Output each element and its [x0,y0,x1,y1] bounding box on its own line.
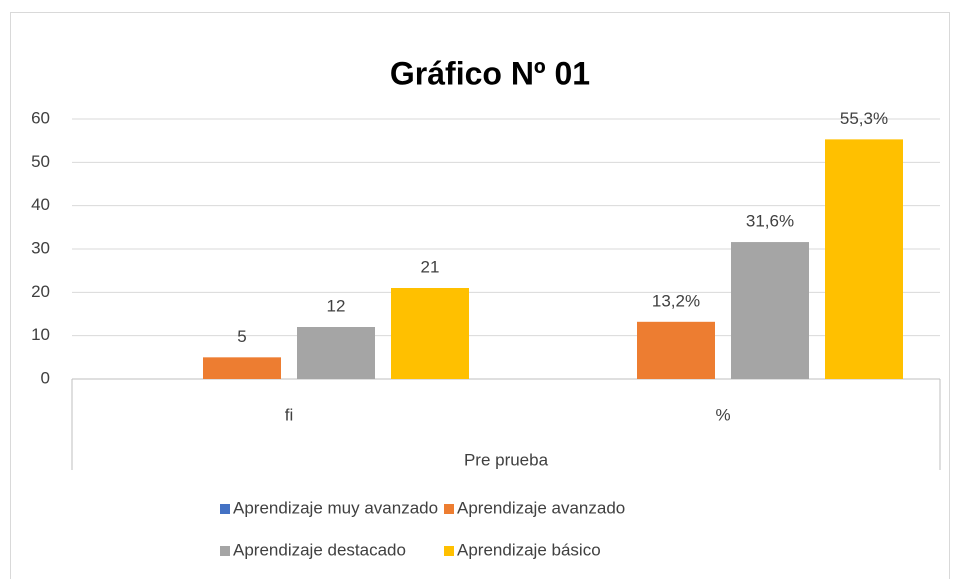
legend-swatch [444,546,454,556]
x-axis-label: Pre prueba [464,450,549,469]
x-tick-label: % [715,405,730,424]
bar [297,327,375,379]
legend-swatch [220,546,230,556]
legend-swatch [220,504,230,514]
legend-swatch [444,504,454,514]
y-tick-label: 40 [31,195,50,214]
bar [731,242,809,379]
legend-label: Aprendizaje muy avanzado [233,498,438,517]
value-label: 5 [237,327,246,346]
value-label: 21 [421,257,440,276]
bar [825,139,903,379]
y-tick-label: 20 [31,282,50,301]
legend-label: Aprendizaje destacado [233,540,406,559]
chart-title: Gráfico Nº 01 [390,55,590,91]
value-label: 13,2% [652,291,700,310]
bar [203,357,281,379]
legend-label: Aprendizaje básico [457,540,601,559]
y-tick-label: 60 [31,108,50,127]
bar [391,288,469,379]
legend-label: Aprendizaje avanzado [457,498,625,517]
value-label: 12 [327,296,346,315]
y-tick-label: 50 [31,152,50,171]
value-label: 55,3% [840,109,888,128]
y-tick-label: 30 [31,238,50,257]
y-tick-label: 10 [31,325,50,344]
bar [637,321,715,379]
x-tick-label: fi [285,405,294,424]
y-tick-label: 0 [41,368,50,387]
value-label: 31,6% [746,212,794,231]
